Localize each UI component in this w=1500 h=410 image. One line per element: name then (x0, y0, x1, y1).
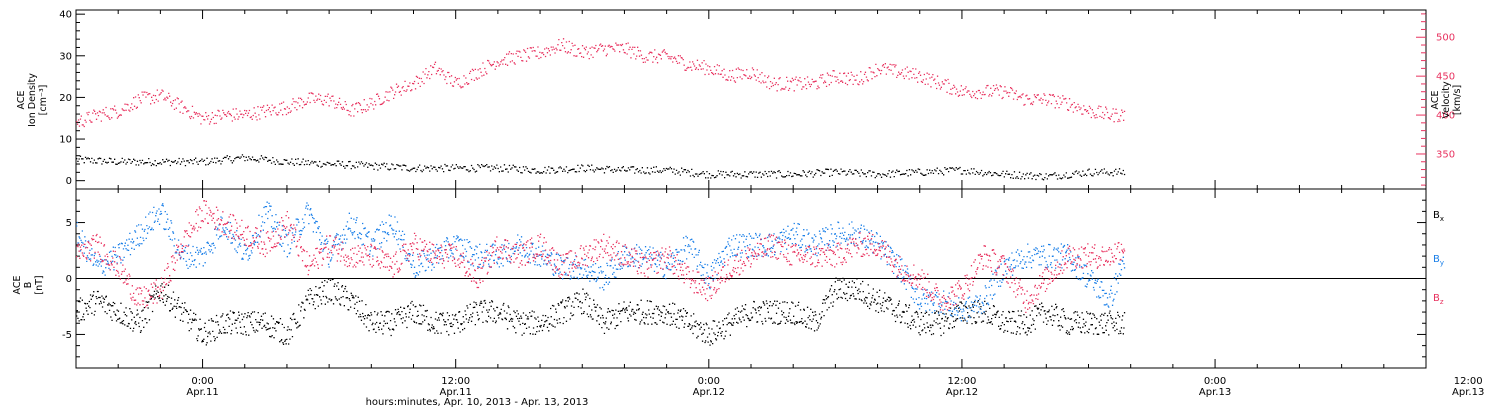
bz-series (76, 200, 1126, 314)
left-y-tick-label: 40 (59, 10, 72, 21)
x-tick-date-label: Apr.13 (1452, 387, 1484, 398)
x-tick-date-label: Apr.11 (440, 387, 472, 398)
right-y-tick-label: 500 (1436, 33, 1455, 44)
x-axis-title: hours:minutes, Apr. 10, 2013 - Apr. 13, … (366, 397, 589, 408)
velocity-series (76, 38, 1126, 128)
left-y-tick-label: 30 (59, 51, 72, 62)
x-axis: 0:00Apr.1112:00Apr.110:00Apr.1212:00Apr.… (75, 10, 1484, 398)
x-tick-time-label: 12:00 (1454, 376, 1483, 387)
legend: Bx By Bz (1433, 210, 1444, 306)
bottom-y-tick-label: 5 (66, 218, 72, 229)
top-panel-density-velocity: 0 10 20 30 40 350 400 450 500 ACEIon Density[cm⁻³… (16, 9, 1463, 190)
left-y-tick-label: 0 (66, 176, 72, 187)
right-y-tick-label: 350 (1436, 149, 1455, 160)
bottom-y-tick-label: -5 (62, 330, 72, 341)
by-series (76, 201, 1126, 322)
x-tick-time-label: 12:00 (441, 376, 470, 387)
legend-by: By (1433, 254, 1444, 267)
left-y-tick-label: 20 (59, 93, 72, 104)
x-tick-time-label: 12:00 (948, 376, 977, 387)
bottom-panel-magnetic-field: -5 0 5 ACEB[nT] (12, 188, 1427, 369)
right-y-tick-label: 400 (1436, 111, 1455, 122)
x-tick-date-label: Apr.12 (946, 387, 978, 398)
x-tick-date-label: Apr.11 (186, 387, 218, 398)
ion-density-series (76, 154, 1126, 181)
x-tick-date-label: Apr.12 (693, 387, 725, 398)
x-tick-time-label: 0:00 (698, 376, 720, 387)
x-tick-date-label: Apr.13 (1199, 387, 1231, 398)
bottom-y-axis-title: ACEB[nT] (12, 275, 45, 294)
x-tick-time-label: 0:00 (1204, 376, 1226, 387)
bx-series (76, 277, 1126, 346)
bottom-y-tick-label: 0 (66, 274, 72, 285)
x-tick-time-label: 0:00 (191, 376, 213, 387)
right-y-tick-label: 450 (1436, 72, 1455, 83)
right-y-axis-title: ACEVelocity[km/s] (1430, 81, 1463, 119)
legend-bz: Bz (1433, 293, 1444, 306)
legend-bx: Bx (1433, 210, 1444, 223)
left-y-axis-title: ACEIon Density[cm⁻³] (16, 73, 49, 127)
left-y-tick-label: 10 (59, 135, 72, 146)
